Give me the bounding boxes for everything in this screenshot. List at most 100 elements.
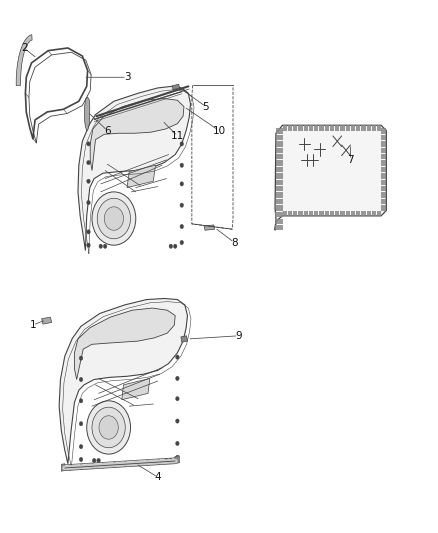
Polygon shape (90, 99, 184, 171)
Circle shape (180, 240, 184, 245)
Circle shape (176, 455, 179, 459)
Polygon shape (361, 125, 366, 131)
Polygon shape (16, 35, 32, 86)
Circle shape (103, 244, 107, 248)
Polygon shape (351, 211, 355, 216)
Polygon shape (298, 211, 303, 216)
Polygon shape (42, 317, 52, 324)
Circle shape (176, 376, 179, 381)
Text: 6: 6 (104, 126, 111, 135)
Polygon shape (276, 128, 283, 134)
Text: 5: 5 (202, 102, 209, 111)
Circle shape (87, 200, 90, 205)
Circle shape (79, 457, 83, 462)
Polygon shape (304, 211, 308, 216)
Polygon shape (74, 308, 175, 379)
Circle shape (176, 397, 179, 401)
Polygon shape (351, 125, 355, 131)
Polygon shape (381, 148, 386, 153)
Circle shape (87, 142, 90, 146)
Circle shape (97, 458, 100, 463)
Polygon shape (276, 160, 283, 166)
Polygon shape (377, 125, 381, 131)
Circle shape (92, 458, 96, 463)
Circle shape (102, 463, 106, 468)
Polygon shape (204, 225, 215, 230)
Polygon shape (61, 464, 65, 471)
Polygon shape (276, 167, 283, 172)
Circle shape (180, 142, 184, 146)
Polygon shape (314, 211, 318, 216)
Polygon shape (356, 211, 360, 216)
Polygon shape (276, 186, 283, 191)
Polygon shape (85, 97, 90, 131)
Polygon shape (335, 125, 339, 131)
Polygon shape (276, 141, 283, 147)
Polygon shape (276, 192, 283, 198)
Polygon shape (275, 125, 386, 230)
Polygon shape (361, 211, 366, 216)
Text: 1: 1 (29, 320, 36, 330)
Polygon shape (381, 160, 386, 166)
Polygon shape (381, 173, 386, 179)
Circle shape (79, 445, 83, 449)
Circle shape (180, 203, 184, 207)
Polygon shape (276, 148, 283, 153)
Circle shape (113, 463, 117, 467)
Polygon shape (381, 128, 386, 134)
Circle shape (97, 198, 131, 239)
Circle shape (87, 230, 90, 234)
Polygon shape (330, 211, 334, 216)
Polygon shape (319, 125, 324, 131)
Circle shape (176, 355, 179, 359)
Circle shape (87, 179, 90, 183)
Polygon shape (288, 211, 292, 216)
Text: 10: 10 (212, 126, 226, 135)
Polygon shape (314, 125, 318, 131)
Polygon shape (276, 199, 283, 204)
Polygon shape (283, 125, 287, 131)
Polygon shape (283, 211, 287, 216)
Circle shape (99, 244, 102, 248)
Polygon shape (304, 125, 308, 131)
Text: 8: 8 (231, 238, 238, 247)
Text: 4: 4 (154, 472, 161, 482)
Polygon shape (276, 180, 283, 185)
Circle shape (87, 243, 90, 247)
Polygon shape (293, 125, 297, 131)
Circle shape (104, 207, 124, 230)
Polygon shape (59, 298, 187, 464)
Circle shape (79, 399, 83, 403)
Polygon shape (288, 125, 292, 131)
Polygon shape (325, 125, 329, 131)
Polygon shape (276, 205, 283, 211)
Polygon shape (356, 125, 360, 131)
Circle shape (79, 377, 83, 382)
Circle shape (176, 441, 179, 446)
Polygon shape (377, 211, 381, 216)
Circle shape (87, 160, 90, 165)
Polygon shape (309, 125, 313, 131)
Polygon shape (319, 211, 324, 216)
Circle shape (145, 461, 149, 465)
Polygon shape (276, 173, 283, 179)
Polygon shape (367, 211, 371, 216)
Circle shape (134, 461, 138, 466)
Polygon shape (346, 211, 350, 216)
Polygon shape (276, 154, 283, 159)
Polygon shape (175, 456, 180, 464)
Polygon shape (381, 167, 386, 172)
Polygon shape (367, 125, 371, 131)
Polygon shape (381, 180, 386, 185)
Circle shape (79, 465, 83, 470)
Text: 7: 7 (347, 155, 354, 165)
Circle shape (169, 244, 173, 248)
Polygon shape (381, 205, 386, 211)
Circle shape (168, 459, 172, 464)
Circle shape (180, 163, 184, 167)
Polygon shape (340, 125, 345, 131)
Polygon shape (293, 211, 297, 216)
Polygon shape (381, 186, 386, 191)
Polygon shape (276, 135, 283, 140)
Polygon shape (78, 86, 191, 251)
